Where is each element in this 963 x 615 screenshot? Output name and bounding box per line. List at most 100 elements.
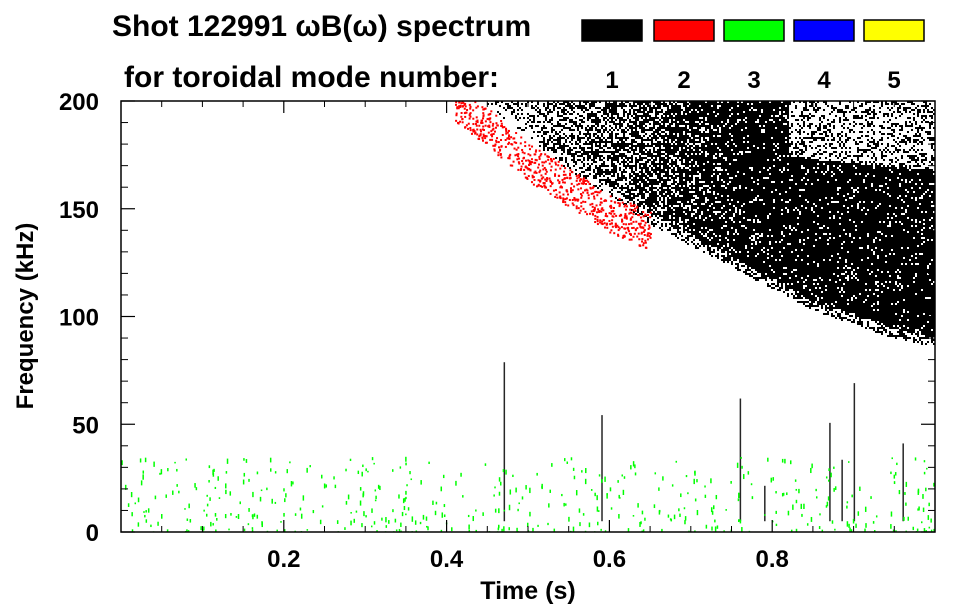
mode-1-mark xyxy=(721,189,723,191)
mode-1-mark xyxy=(701,113,703,115)
mode-1-mark xyxy=(685,223,687,225)
mode-1-mark xyxy=(767,209,769,211)
mode-1-mark xyxy=(575,161,577,163)
mode-1-mark xyxy=(631,197,633,199)
mode-1-mark xyxy=(753,253,755,255)
mode-1-mark xyxy=(665,167,667,169)
mode-1-mark xyxy=(755,227,757,229)
mode-1-mark xyxy=(583,163,585,165)
mode-1-mark xyxy=(739,139,741,141)
mode-1-mark xyxy=(537,131,539,133)
mode-1-mark xyxy=(757,223,759,225)
mode-1-mark xyxy=(715,107,717,109)
mode-1-mark xyxy=(659,135,661,137)
mode-1-mark xyxy=(609,137,611,139)
mode-1-mark xyxy=(741,211,743,213)
mode-1-mark xyxy=(627,117,629,119)
mode-1-mark xyxy=(685,217,687,219)
mode-1-mark xyxy=(561,115,563,117)
mode-1-mark xyxy=(723,199,725,201)
mode-1-mark xyxy=(551,119,553,121)
mode-1-mark xyxy=(573,107,575,109)
mode-1-mark xyxy=(693,157,695,159)
mode-1-mark xyxy=(737,245,739,247)
mode-1-mark xyxy=(607,181,609,183)
mode-1-mark xyxy=(623,153,625,155)
mode-1-mark xyxy=(653,171,655,173)
mode-1-mark xyxy=(753,211,755,213)
mode-1-mark xyxy=(717,151,719,153)
mode-1-mark xyxy=(763,107,765,109)
mode-1-mark xyxy=(661,187,663,189)
mode-1-mark xyxy=(753,203,755,205)
mode-1-mark xyxy=(587,147,589,149)
mode-1-mark xyxy=(757,127,759,129)
mode-1-mark xyxy=(685,109,687,111)
mode-1-mark xyxy=(721,211,723,213)
mode-1-mark xyxy=(559,141,561,143)
mode-1-mark xyxy=(735,109,737,111)
mode-1-mark xyxy=(731,175,733,177)
mode-1-mark xyxy=(687,173,689,175)
mode-1-mark xyxy=(681,127,683,129)
mode-1-mark xyxy=(671,105,673,107)
mode-1-mark xyxy=(725,131,727,133)
mode-1-mark xyxy=(725,259,727,261)
mode-1-mark xyxy=(697,227,699,229)
mode-1-mark xyxy=(721,145,723,147)
mode-1-mark xyxy=(693,225,695,227)
mode-1-mark xyxy=(707,105,709,107)
mode-1-mark xyxy=(643,107,645,109)
mode-1-mark xyxy=(687,169,689,171)
mode-1-mark xyxy=(767,107,769,109)
mode-1-mark xyxy=(753,167,755,169)
mode-1-mark xyxy=(701,215,703,217)
mode-1-mark xyxy=(699,183,701,185)
mode-1-mark xyxy=(673,147,675,149)
mode-1-mark xyxy=(655,131,657,133)
mode-1-mark xyxy=(719,143,721,145)
mode-1-mark xyxy=(757,155,759,157)
mode-1-mark xyxy=(623,115,625,117)
mode-1-mark xyxy=(753,183,755,185)
mode-1-mark xyxy=(669,185,671,187)
mode-1-mark xyxy=(585,133,587,135)
mode-1-mark xyxy=(663,165,665,167)
mode-1-mark xyxy=(659,105,661,107)
mode-1-mark xyxy=(723,233,725,235)
mode-1-mark xyxy=(709,241,711,243)
mode-1-mark xyxy=(557,133,559,135)
mode-1-mark xyxy=(635,147,637,149)
mode-1-mark xyxy=(697,167,699,169)
mode-1-mark xyxy=(739,115,741,117)
mode-1-mark xyxy=(709,201,711,203)
mode-1-mark xyxy=(715,169,717,171)
mode-1-mark xyxy=(763,241,765,243)
mode-1-mark xyxy=(623,175,625,177)
mode-1-mark xyxy=(691,225,693,227)
mode-1-mark xyxy=(745,221,747,223)
mode-1-mark xyxy=(725,173,727,175)
mode-1-mark xyxy=(745,125,747,127)
mode-1-mark xyxy=(681,133,683,135)
mode-1-mark xyxy=(767,197,769,199)
mode-1-mark xyxy=(753,125,755,127)
mode-1-mark xyxy=(659,103,661,105)
mode-1-mark xyxy=(595,113,597,115)
mode-1-mark xyxy=(731,115,733,117)
mode-1-mark xyxy=(713,237,715,239)
mode-1-mark xyxy=(755,207,757,209)
mode-1-mark xyxy=(675,131,677,133)
mode-1-mark xyxy=(589,103,591,105)
mode-1-mark xyxy=(761,169,763,171)
mode-1-mark xyxy=(693,135,695,137)
mode-1-mark xyxy=(705,129,707,131)
mode-1-mark xyxy=(613,181,615,183)
mode-1-mark xyxy=(721,203,723,205)
mode-1-mark xyxy=(629,167,631,169)
mode-1-mark xyxy=(567,103,569,105)
mode-1-mark xyxy=(757,187,759,189)
mode-1-mark xyxy=(653,147,655,149)
mode-1-mark xyxy=(701,219,703,221)
mode-1-mark xyxy=(699,213,701,215)
